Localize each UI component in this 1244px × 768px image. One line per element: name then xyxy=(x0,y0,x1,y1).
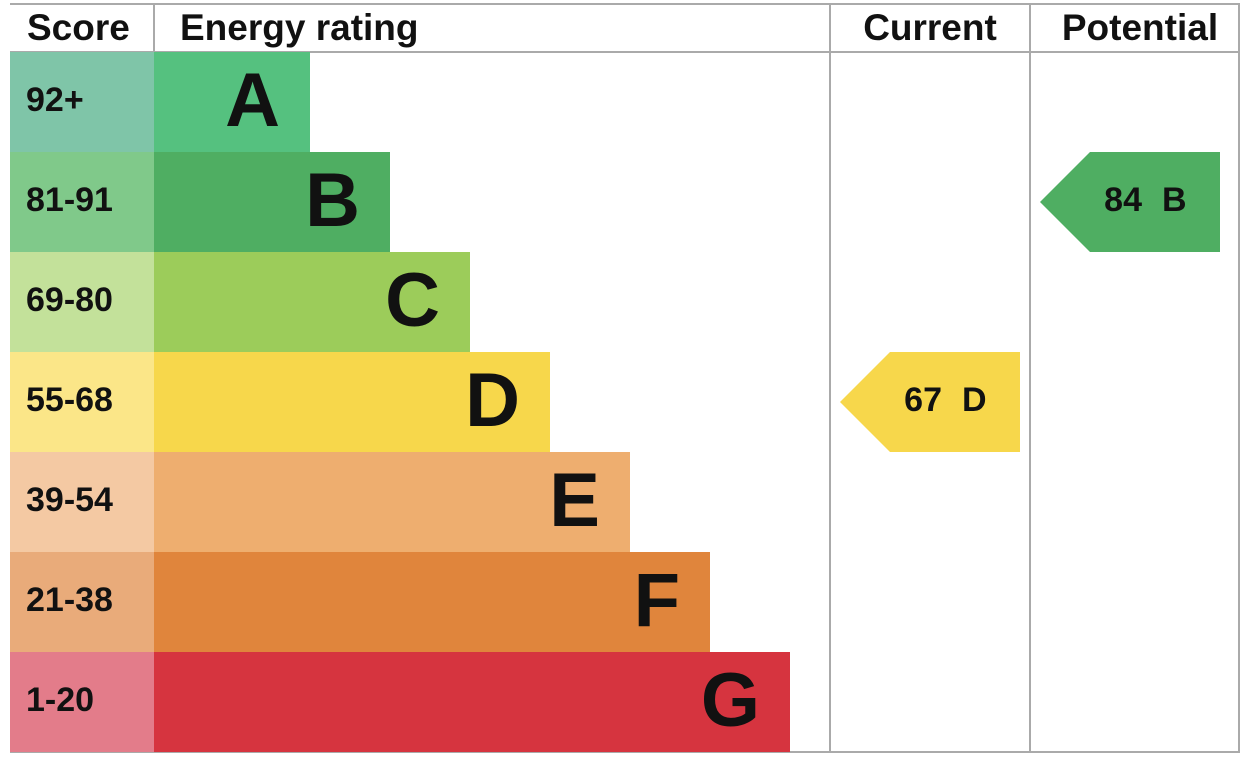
score-cell xyxy=(10,452,154,552)
rating-bar xyxy=(154,652,790,752)
score-cell xyxy=(10,252,154,352)
rating-bar xyxy=(154,252,470,352)
rating-bar xyxy=(154,452,630,552)
score-label: 81-91 xyxy=(26,181,113,219)
rating-bar xyxy=(154,352,550,452)
current-value: 67 xyxy=(904,381,942,419)
header-score: Score xyxy=(27,7,130,48)
current-arrow xyxy=(840,352,1020,452)
score-label: 1-20 xyxy=(26,681,94,719)
band-letter: D xyxy=(465,358,520,443)
score-label: 69-80 xyxy=(26,281,113,319)
band-letter: F xyxy=(634,558,680,643)
band-letter: E xyxy=(549,458,600,543)
score-cell xyxy=(10,152,154,252)
score-cell xyxy=(10,52,154,152)
rating-bar xyxy=(154,552,710,652)
band-letter: A xyxy=(225,58,280,143)
potential-arrow xyxy=(1040,152,1220,252)
band-letter: B xyxy=(305,158,360,243)
score-label: 39-54 xyxy=(26,481,113,519)
potential-letter: B xyxy=(1162,181,1187,219)
score-cell xyxy=(10,352,154,452)
score-label: 21-38 xyxy=(26,581,113,619)
header-potential: Potential xyxy=(1062,7,1218,48)
header-current: Current xyxy=(863,7,997,48)
rating-bar xyxy=(154,52,310,152)
potential-value: 84 xyxy=(1104,181,1142,219)
band-letter: C xyxy=(385,258,440,343)
score-label: 55-68 xyxy=(26,381,113,419)
score-cell xyxy=(10,552,154,652)
rating-bar xyxy=(154,152,390,252)
score-cell xyxy=(10,652,154,752)
score-label: 92+ xyxy=(26,81,84,119)
band-letter: G xyxy=(701,658,760,743)
header-energy-rating: Energy rating xyxy=(180,7,419,48)
current-letter: D xyxy=(962,381,987,419)
